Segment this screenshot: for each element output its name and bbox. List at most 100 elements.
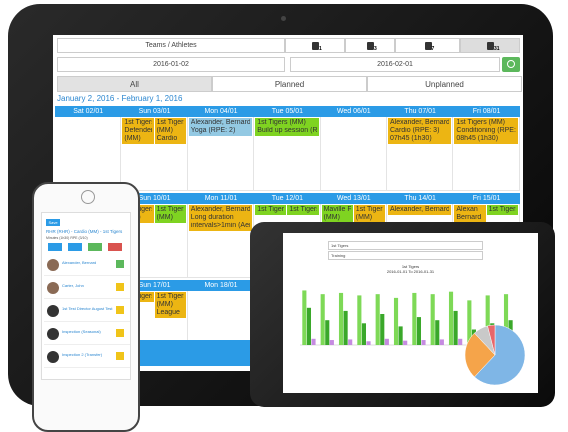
calendar-icon <box>424 42 432 50</box>
report-title: 1st Tigers <box>401 264 420 269</box>
day-label: Sun 03/01 <box>138 108 171 115</box>
event[interactable]: 1st Tigers (MM) <box>255 205 287 215</box>
event[interactable]: Alexander, Bernard <box>388 205 452 215</box>
day-label: Sat 02/01 <box>73 108 104 115</box>
checkbox[interactable] <box>116 260 124 268</box>
day-label: Tue 05/01 <box>271 108 304 115</box>
event[interactable]: 1st Tigers -Defender(MM) <box>122 118 154 144</box>
pie-slice <box>474 324 526 386</box>
teams-select[interactable]: Teams / Athletes <box>57 38 285 53</box>
event-text: (MM) <box>156 214 173 221</box>
bar <box>430 294 435 345</box>
pie-slice <box>487 324 496 356</box>
calendar-icon <box>487 42 494 50</box>
event[interactable]: Alexander, Bernard Long duration intervals… <box>188 205 253 231</box>
tab[interactable]: Planned <box>212 76 367 92</box>
day-label: Mon 04/01 <box>204 108 238 115</box>
bar <box>325 320 330 345</box>
view-button[interactable]: 31 <box>460 38 520 53</box>
action-button[interactable] <box>88 243 102 251</box>
save-button[interactable]: Save <box>46 219 60 226</box>
day-label: Mon 11/01 <box>204 195 238 202</box>
athlete-name[interactable]: Inspection (Seasonal) <box>62 329 101 334</box>
bar <box>343 310 348 345</box>
athlete-name[interactable]: Inspection 2 (Transfer) <box>62 352 103 357</box>
bar <box>467 300 472 345</box>
bar <box>485 295 490 345</box>
checkbox[interactable] <box>116 329 124 337</box>
event-text: Conditioning (RPE: 7) <box>456 127 516 134</box>
range-title: January 2, 2016 - February 1, 2016 <box>57 94 183 103</box>
bar <box>403 340 408 345</box>
end-date[interactable]: 2016-02-01 <box>290 57 500 72</box>
calendar-icon <box>312 42 319 50</box>
athlete-name[interactable]: Alexander, Bernard <box>62 260 97 265</box>
bar <box>384 338 389 345</box>
event[interactable]: Alexander, Bernard Cardio (RPE: 3) 07h45 (… <box>388 118 452 144</box>
action-button[interactable] <box>108 243 122 251</box>
bar <box>361 323 366 345</box>
event[interactable]: Alexander, Bernard Yoga (RPE: 2) <box>188 118 253 136</box>
bar <box>348 339 353 345</box>
checkbox[interactable] <box>116 306 124 314</box>
start-date[interactable]: 2016-01-02 <box>57 57 285 72</box>
event-text: 1st Tigers (MM) <box>257 119 306 126</box>
athlete-name[interactable]: 1st Test Director August Test <box>62 306 113 311</box>
event-text: Alexander, Bernard <box>390 206 450 213</box>
event[interactable]: 1st Tigers(MM)Cardio <box>154 118 186 144</box>
view-button[interactable]: 7 <box>395 38 460 53</box>
event-text: 1st Tigers - <box>124 119 152 126</box>
event-text: Maville FC <box>323 206 351 213</box>
report-select[interactable]: 1st Tigers <box>328 241 483 250</box>
event-text: Alexander, Bernard <box>390 119 450 126</box>
event-text: 1st Tigers <box>156 293 184 300</box>
day-cell <box>55 117 122 191</box>
view-button[interactable]: 1 <box>285 38 345 53</box>
event[interactable]: 1st Tigers (MM)Build up session (RPE: <box>255 118 319 136</box>
bar <box>357 295 362 345</box>
tab[interactable]: All <box>57 76 212 92</box>
view-number: 31 <box>494 46 500 52</box>
avatar <box>47 328 59 340</box>
day-label: Tue 12/01 <box>271 195 304 202</box>
list-row <box>44 278 130 299</box>
event[interactable]: Alexan Bernard <box>454 205 486 223</box>
checkbox[interactable] <box>116 283 124 291</box>
event[interactable]: 1st Tigers(MM) <box>154 205 186 223</box>
event-text: (MM) <box>323 214 340 221</box>
tab[interactable]: Unplanned <box>367 76 522 92</box>
event[interactable]: 1st Tigers(MM) <box>353 205 385 223</box>
bar <box>366 341 371 345</box>
bar <box>311 338 316 345</box>
event[interactable]: Maville FC(MM) <box>321 205 353 223</box>
action-button[interactable] <box>68 243 82 251</box>
bar <box>412 292 417 345</box>
event-text: (MM) <box>124 135 141 142</box>
event[interactable]: 1st Tigers (MM) <box>287 205 319 215</box>
tablet-camera <box>281 16 286 21</box>
event-text: intervals>1min (Aerobic <box>190 222 251 229</box>
report-chart <box>300 290 526 386</box>
event-text: 1st Tigers <box>488 206 516 213</box>
bar <box>398 326 403 345</box>
view-button[interactable]: 3 <box>345 38 395 53</box>
report-select[interactable]: Training <box>328 251 483 260</box>
refresh-button[interactable] <box>502 57 520 72</box>
phone-button <box>81 190 95 204</box>
event-text: 1st Tigers <box>355 206 383 213</box>
week-header <box>121 193 520 204</box>
day-label: Sun 17/01 <box>138 282 171 289</box>
event[interactable]: 1st Tigers (MM)Conditioning (RPE: 7)08h4… <box>454 118 518 144</box>
phone-title: RHR (RHR) - Cardio (MM) - 1st Tigers <box>46 229 123 234</box>
avatar <box>47 351 59 363</box>
athlete-name[interactable]: Carter, John <box>62 283 84 288</box>
event[interactable]: 1st Tigers <box>486 205 518 215</box>
bar <box>375 294 380 345</box>
event[interactable]: 1st Tigers(MM)League <box>154 292 186 318</box>
bar <box>329 340 334 345</box>
checkbox[interactable] <box>116 352 124 360</box>
event-text: (MM) <box>355 214 373 221</box>
day-label: Sun 10/01 <box>138 195 171 202</box>
list-row <box>44 347 130 368</box>
action-button[interactable] <box>48 243 62 251</box>
